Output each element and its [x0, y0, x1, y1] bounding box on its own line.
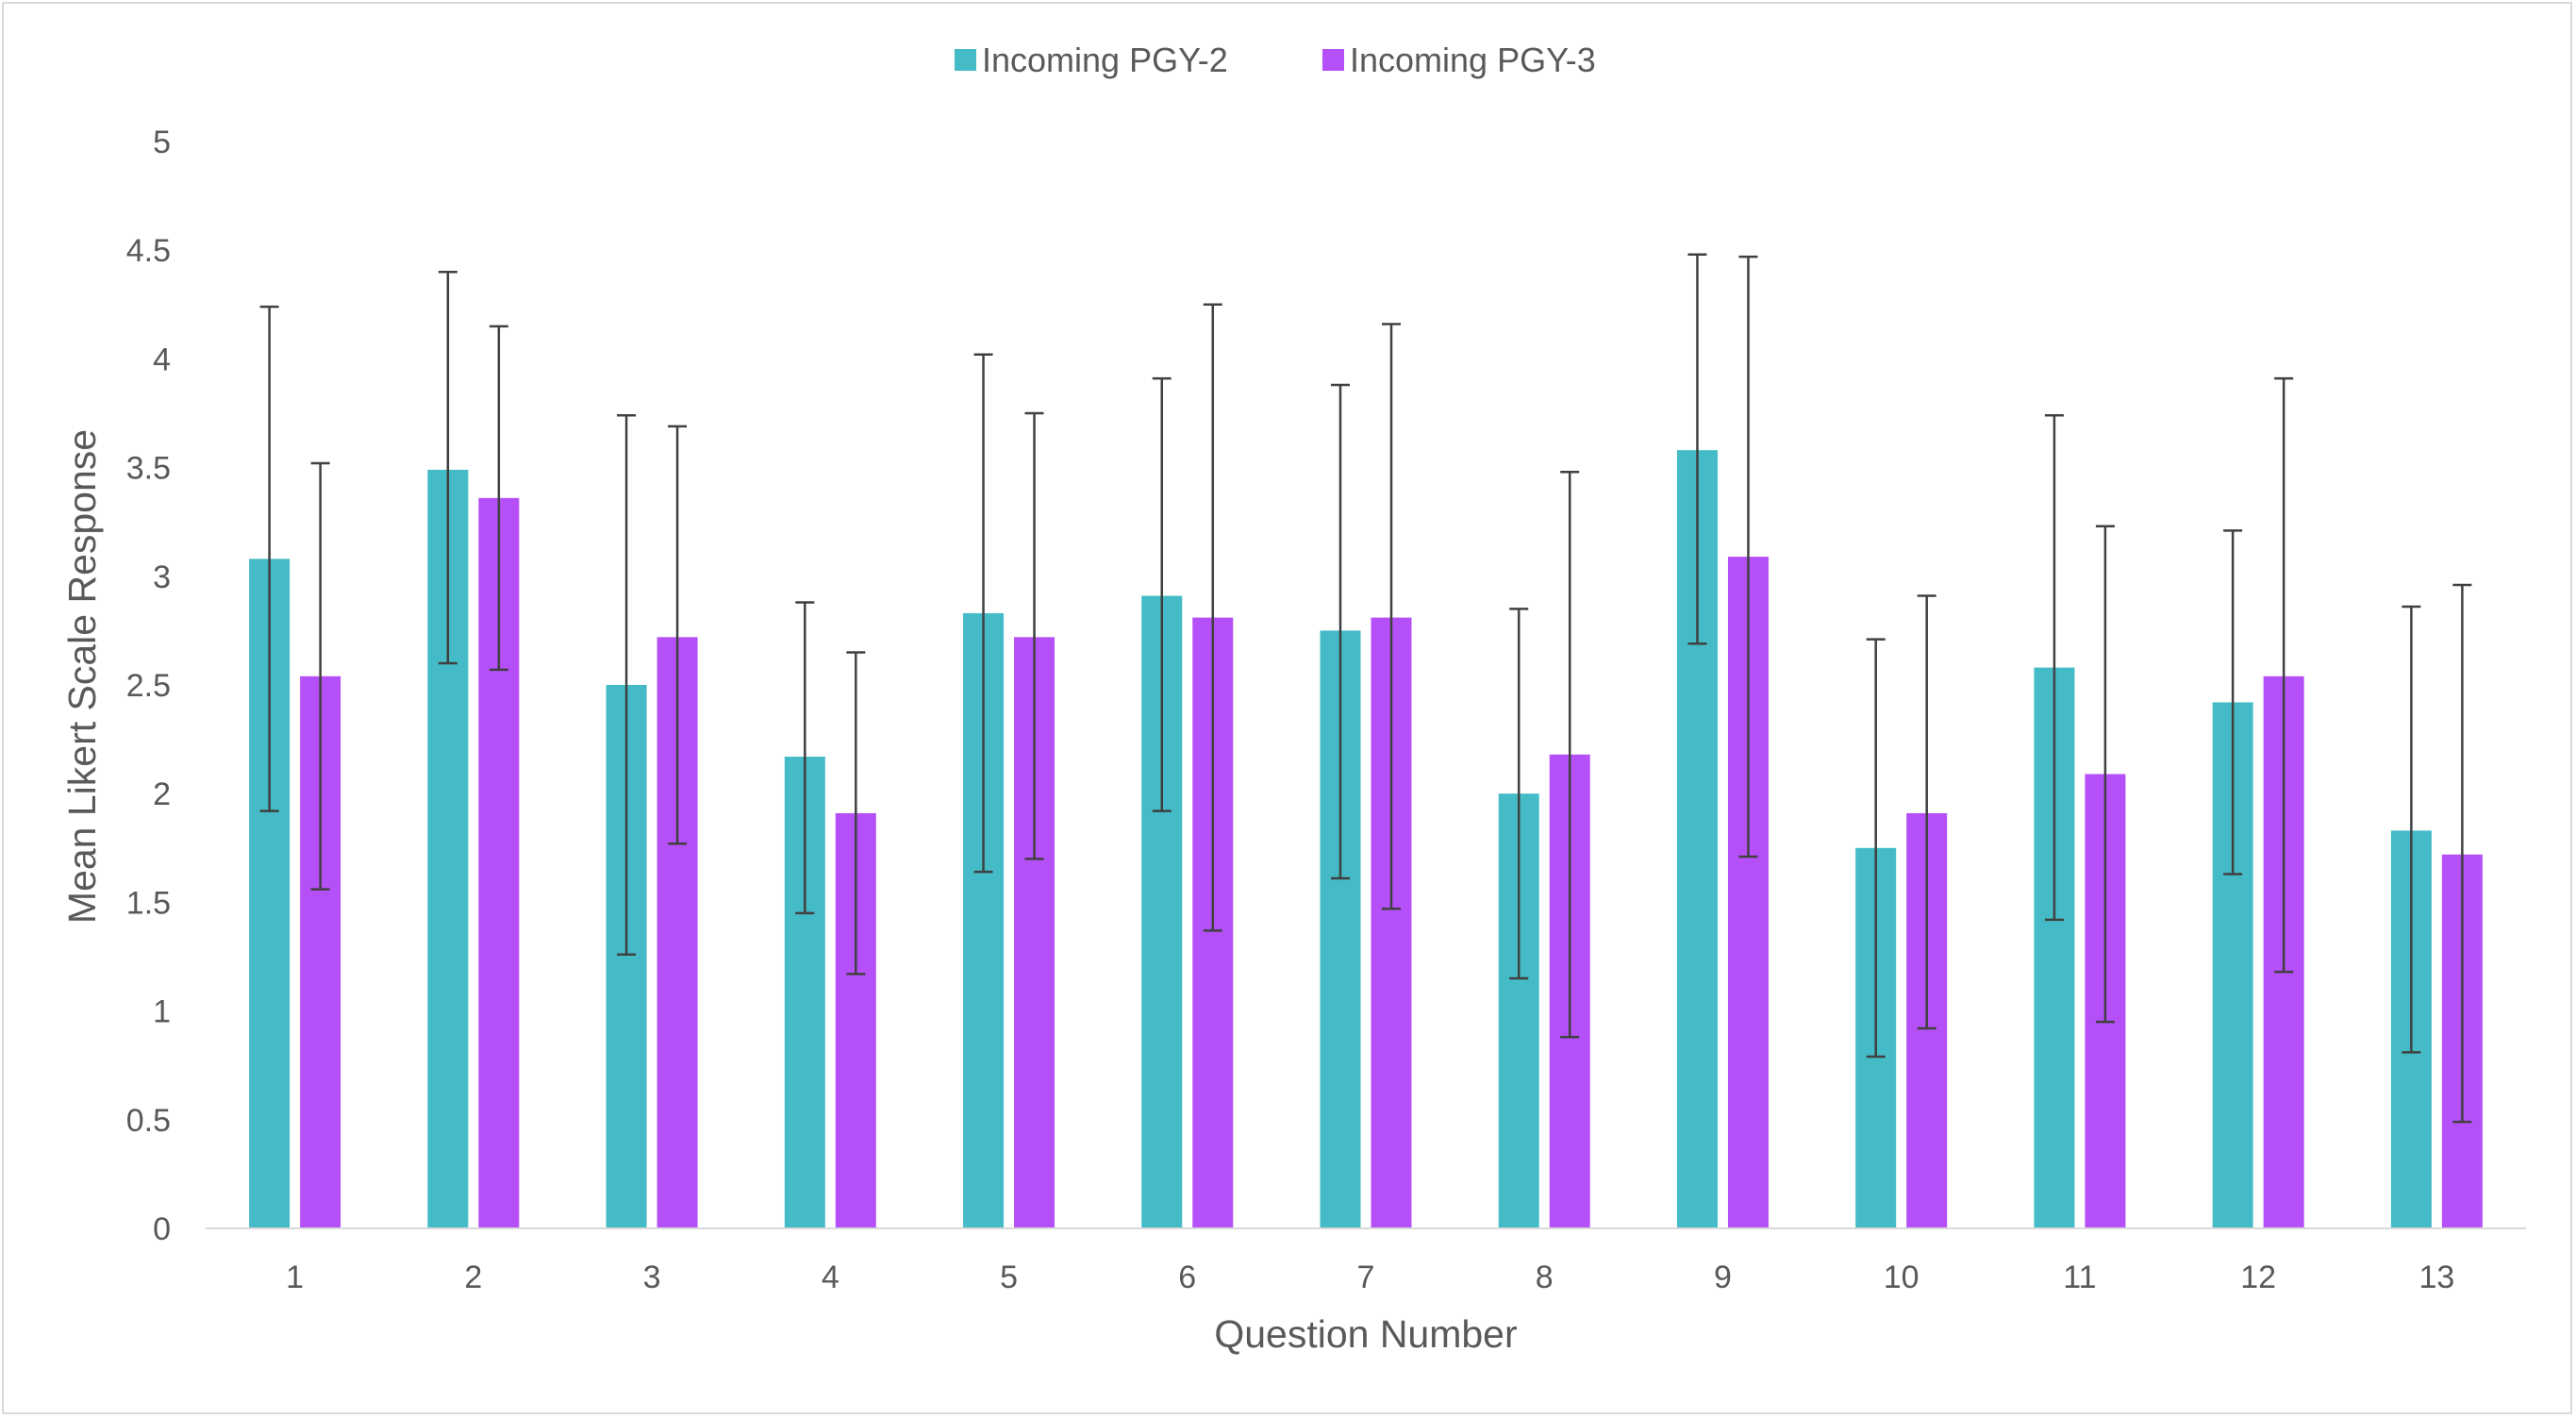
error-bar-pgy2-q1	[259, 305, 279, 812]
x-tick-label: 6	[1178, 1260, 1196, 1295]
error-bar-pgy2-q4	[795, 601, 815, 915]
y-tick-label: 4	[153, 342, 171, 377]
x-tick-label: 8	[1536, 1260, 1554, 1295]
legend-label-pgy2: Incoming PGY-2	[982, 41, 1228, 79]
error-bar-pgy3-q4	[846, 651, 866, 976]
error-bar-pgy2-q3	[617, 414, 637, 956]
error-bar-pgy2-q8	[1509, 608, 1529, 980]
legend-label-pgy3: Incoming PGY-3	[1350, 41, 1596, 79]
error-bar-pgy3-q2	[489, 325, 508, 672]
y-tick-label: 4.5	[126, 233, 171, 269]
x-tick-label: 13	[2418, 1260, 2454, 1295]
legend-swatch-pgy2	[955, 49, 976, 71]
x-tick-label: 10	[1884, 1260, 1920, 1295]
y-tick-label: 3.5	[126, 451, 171, 487]
error-bar-pgy3-q1	[310, 461, 330, 891]
error-bar-pgy3-q9	[1738, 255, 1758, 859]
x-tick-label: 2	[464, 1260, 482, 1295]
error-bar-pgy2-q6	[1152, 376, 1172, 812]
x-tick-label: 1	[286, 1260, 304, 1295]
error-bar-pgy2-q10	[1866, 638, 1886, 1059]
x-tick-label: 12	[2240, 1260, 2276, 1295]
error-bar-pgy2-q13	[2401, 605, 2421, 1054]
error-bar-pgy3-q6	[1203, 303, 1222, 932]
bars	[249, 450, 2483, 1229]
y-tick-label: 1.5	[126, 885, 171, 921]
y-tick-label: 1	[153, 994, 171, 1030]
x-axis-tick-labels: 1 2 3 4 5 6 7 8 9 10 11 12 13	[286, 1260, 2454, 1295]
y-tick-label: 2.5	[126, 668, 171, 704]
x-tick-label: 11	[2063, 1260, 2096, 1295]
y-tick-label: 5	[153, 125, 171, 160]
error-bar-pgy2-q7	[1331, 383, 1350, 880]
error-bar-pgy3-q13	[2452, 583, 2472, 1124]
y-tick-label: 3	[153, 559, 171, 595]
x-tick-label: 4	[822, 1260, 839, 1295]
y-axis-tick-labels: 0 0.5 1 1.5 2 2.5 3 3.5 4 4.5 5	[126, 125, 171, 1247]
error-bar-pgy2-q5	[973, 353, 993, 874]
x-tick-label: 9	[1714, 1260, 1732, 1295]
y-tick-label: 2	[153, 776, 171, 812]
legend-swatch-pgy3	[1322, 49, 1344, 71]
error-bar-pgy3-q10	[1917, 594, 1936, 1030]
error-bar-pgy2-q2	[438, 270, 457, 665]
error-bar-pgy3-q12	[2274, 376, 2294, 974]
x-tick-label: 5	[1000, 1260, 1018, 1295]
x-tick-label: 7	[1357, 1260, 1375, 1295]
legend: Incoming PGY-2 Incoming PGY-3	[955, 41, 1596, 79]
error-bar-pgy2-q9	[1687, 253, 1707, 645]
y-tick-label: 0	[153, 1211, 171, 1247]
error-bar-pgy2-q11	[2044, 414, 2064, 922]
error-bar-pgy3-q3	[668, 425, 688, 845]
error-bars	[259, 253, 2472, 1124]
y-tick-label: 0.5	[126, 1103, 171, 1139]
x-axis-title: Question Number	[1214, 1312, 1517, 1356]
error-bar-pgy3-q11	[2095, 525, 2115, 1024]
y-axis-title: Mean Likert Scale Response	[60, 429, 104, 924]
error-bar-pgy3-q5	[1024, 411, 1044, 860]
error-bar-pgy3-q8	[1560, 470, 1580, 1039]
error-bar-pgy2-q12	[2223, 529, 2243, 876]
x-tick-label: 3	[643, 1260, 661, 1295]
error-bar-pgy3-q7	[1382, 323, 1401, 910]
